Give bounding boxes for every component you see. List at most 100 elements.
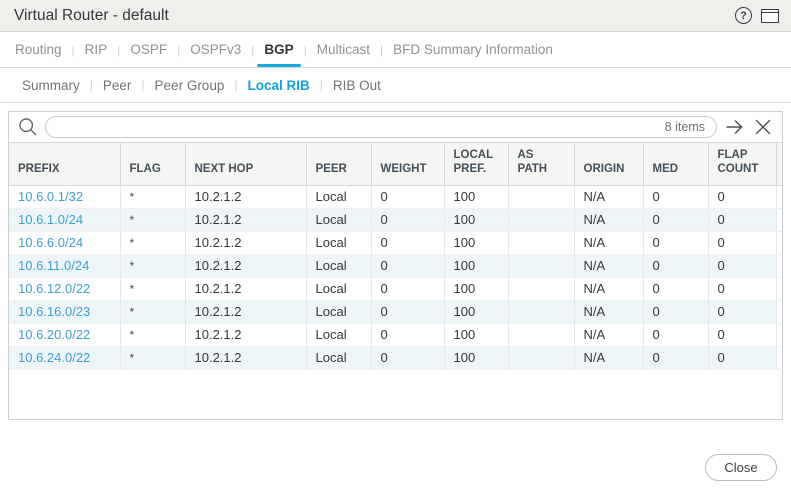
cell-origin: N/A	[573, 231, 643, 255]
cell-flap-count: 0	[707, 231, 776, 255]
cell-next-hop: 10.2.1.2	[184, 346, 306, 370]
cell-weight: 0	[370, 208, 444, 232]
cell-origin: N/A	[573, 185, 643, 209]
table-header-row: PREFIX FLAG NEXT HOP PEER WEIGHT LOCAL PREF. A…	[9, 142, 782, 186]
cell-flag: *	[119, 277, 185, 301]
column-header-weight[interactable]: WEIGHT	[370, 142, 444, 186]
cell-prefix[interactable]: 10.6.20.0/22	[9, 323, 120, 347]
column-header-peer[interactable]: PEER	[305, 142, 371, 186]
cell-flag: *	[119, 185, 185, 209]
column-header-as-path[interactable]: AS PATH	[507, 142, 574, 186]
cell-prefix[interactable]: 10.6.0.1/32	[9, 185, 120, 209]
tab-ospf[interactable]: OSPF	[130, 42, 168, 57]
cell-as-path	[507, 300, 574, 324]
tab-separator: |	[303, 42, 307, 57]
cell-med: 0	[642, 277, 708, 301]
cell-prefix[interactable]: 10.6.6.0/24	[9, 231, 120, 255]
cell-flap-count: 0	[707, 277, 776, 301]
primary-tab-bar: Routing | RIP | OSPF | OSPFv3 | BGP | Multicast | BF…	[0, 32, 791, 68]
cell-as-path	[507, 231, 574, 255]
secondary-tab-bar: Summary | Peer | Peer Group | Local RIB | RIB Ou…	[0, 68, 791, 103]
cell-prefix[interactable]: 10.6.12.0/22	[9, 277, 120, 301]
column-header-local-pref[interactable]: LOCAL PREF.	[443, 142, 508, 186]
cell-origin: N/A	[573, 208, 643, 232]
filter-input[interactable]	[57, 119, 665, 135]
cell-as-path	[507, 323, 574, 347]
apply-filter-icon[interactable]	[724, 117, 746, 137]
cell-prefix[interactable]: 10.6.24.0/22	[9, 346, 120, 370]
cell-med: 0	[642, 185, 708, 209]
tab-separator: |	[234, 78, 238, 92]
subtab-summary[interactable]: Summary	[22, 77, 80, 93]
subtab-peer[interactable]: Peer	[102, 77, 132, 93]
column-header-med[interactable]: MED	[642, 142, 708, 186]
tab-separator: |	[117, 42, 121, 57]
tab-separator: |	[380, 42, 384, 57]
cell-flag: *	[119, 323, 185, 347]
content-panel: 8 items PREFIX FLAG NEXT HOP PEER WEIGHT LOCA…	[8, 111, 783, 420]
subtab-rib-out[interactable]: RIB Out	[332, 77, 381, 93]
cell-weight: 0	[370, 185, 444, 209]
tab-multicast[interactable]: Multicast	[316, 42, 370, 57]
cell-prefix[interactable]: 10.6.16.0/23	[9, 300, 120, 324]
cell-next-hop: 10.2.1.2	[184, 254, 306, 278]
cell-peer: Local	[305, 254, 371, 278]
cell-flag: *	[119, 231, 185, 255]
column-header-next-hop[interactable]: NEXT HOP	[184, 142, 306, 186]
clear-filter-icon[interactable]	[753, 117, 773, 137]
window-icon[interactable]	[761, 8, 779, 23]
page-title: Virtual Router - default	[14, 6, 169, 24]
cell-peer: Local	[305, 231, 371, 255]
cell-local-pref: 100	[443, 346, 508, 370]
cell-next-hop: 10.2.1.2	[184, 323, 306, 347]
search-pill: 8 items	[45, 116, 717, 138]
scrollbar-gutter	[775, 231, 782, 255]
tab-separator: |	[89, 78, 93, 92]
column-header-origin[interactable]: ORIGIN	[573, 142, 643, 186]
scrollbar-gutter	[775, 208, 782, 232]
cell-origin: N/A	[573, 323, 643, 347]
cell-weight: 0	[370, 277, 444, 301]
cell-flag: *	[119, 254, 185, 278]
scrollbar-gutter	[775, 300, 782, 324]
tab-bgp[interactable]: BGP	[254, 32, 303, 67]
cell-prefix[interactable]: 10.6.11.0/24	[9, 254, 120, 278]
table-row: 10.6.11.0/24 * 10.2.1.2 Local 0 100 N/A 0 0	[9, 254, 782, 278]
titlebar-icons: ?	[735, 7, 779, 24]
table-row: 10.6.16.0/23 * 10.2.1.2 Local 0 100 N/A 0 0	[9, 300, 782, 324]
cell-origin: N/A	[573, 346, 643, 370]
tab-ospfv3[interactable]: OSPFv3	[190, 42, 242, 57]
cell-peer: Local	[305, 323, 371, 347]
tab-rip[interactable]: RIP	[84, 42, 108, 57]
table-row: 10.6.20.0/22 * 10.2.1.2 Local 0 100 N/A 0 0	[9, 323, 782, 347]
tab-routing[interactable]: Routing	[15, 42, 62, 57]
close-button[interactable]: Close	[705, 454, 777, 481]
cell-local-pref: 100	[443, 323, 508, 347]
cell-flag: *	[119, 300, 185, 324]
cell-local-pref: 100	[443, 254, 508, 278]
cell-as-path	[507, 254, 574, 278]
tab-separator: |	[319, 78, 323, 92]
cell-local-pref: 100	[443, 300, 508, 324]
cell-med: 0	[642, 300, 708, 324]
cell-weight: 0	[370, 346, 444, 370]
cell-origin: N/A	[573, 254, 643, 278]
column-header-flag[interactable]: FLAG	[119, 142, 185, 186]
help-icon[interactable]: ?	[735, 7, 752, 24]
cell-as-path	[507, 185, 574, 209]
cell-med: 0	[642, 323, 708, 347]
dialog-titlebar: Virtual Router - default ?	[0, 0, 791, 32]
cell-local-pref: 100	[443, 185, 508, 209]
tab-separator: |	[177, 42, 181, 57]
subtab-peer-group[interactable]: Peer Group	[154, 77, 225, 93]
cell-as-path	[507, 277, 574, 301]
column-header-flap-count[interactable]: FLAP COUNT	[707, 142, 776, 186]
column-header-prefix[interactable]: PREFIX	[9, 142, 120, 186]
tab-bfd-summary-information[interactable]: BFD Summary Information	[393, 42, 553, 57]
subtab-local-rib[interactable]: Local RIB	[247, 77, 310, 93]
scrollbar-gutter	[775, 323, 782, 347]
cell-prefix[interactable]: 10.6.1.0/24	[9, 208, 120, 232]
cell-flap-count: 0	[707, 346, 776, 370]
cell-weight: 0	[370, 231, 444, 255]
